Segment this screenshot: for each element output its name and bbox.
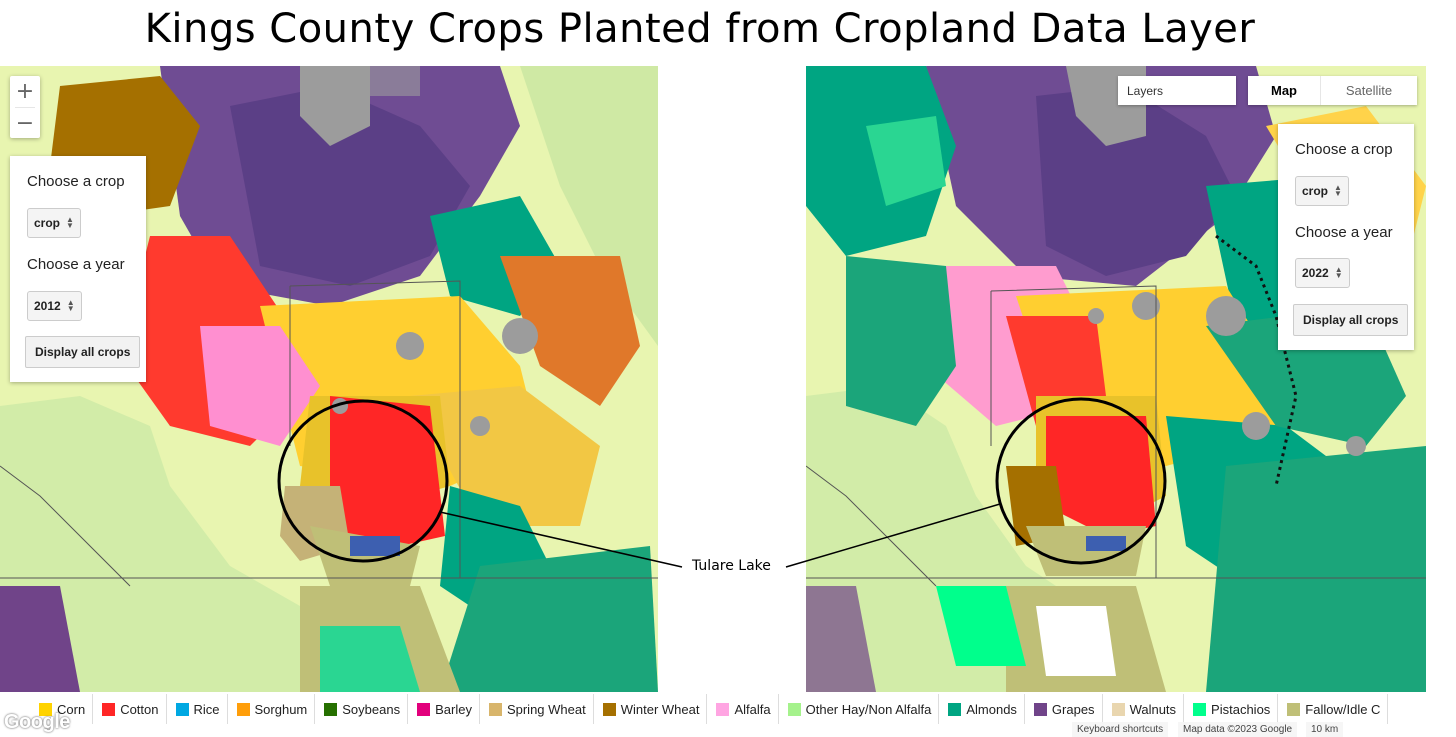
select-arrows-icon: ▲ ▼	[66, 298, 75, 313]
zoom-divider	[15, 107, 35, 108]
map-type-satellite-button[interactable]: Satellite	[1321, 76, 1417, 105]
year-select-value: 2022	[1302, 266, 1329, 280]
tulare-lake-label: Tulare Lake	[692, 558, 771, 574]
crop-label: Choose a crop	[1295, 141, 1393, 158]
legend-label: Walnuts	[1129, 701, 1177, 717]
year-select[interactable]: 2012 ▲ ▼	[27, 291, 82, 321]
legend-item: Winter Wheat	[594, 694, 708, 724]
legend-swatch	[1287, 702, 1301, 716]
legend-label: Soybeans	[342, 701, 401, 717]
zoom-out-button[interactable]: −	[15, 111, 35, 136]
legend-label: Other Hay/Non Alfalfa	[805, 701, 932, 717]
legend-item: Walnuts	[1103, 694, 1185, 724]
legend-swatch	[716, 702, 730, 716]
legend-item: Barley	[408, 694, 480, 724]
legend-swatch	[602, 702, 616, 716]
crop-label: Choose a crop	[27, 173, 125, 190]
map-type-control: Map Satellite	[1248, 76, 1417, 105]
crop-select[interactable]: crop ▲ ▼	[1295, 176, 1349, 206]
legend-label: Alfalfa	[734, 701, 771, 717]
year-select-value: 2012	[34, 299, 61, 313]
legend-swatch	[948, 702, 962, 716]
legend-swatch	[1111, 702, 1125, 716]
crop-legend: Corn Cotton Rice Sorghum Soybeans Barley Sprin…	[30, 694, 1390, 724]
map-data-attribution[interactable]: Map data ©2023 Google	[1178, 722, 1298, 737]
year-label: Choose a year	[1295, 224, 1393, 241]
legend-swatch	[417, 702, 431, 716]
year-select[interactable]: 2022 ▲ ▼	[1295, 258, 1350, 288]
legend-label: Cotton	[120, 701, 159, 717]
legend-item: Fallow/Idle C	[1278, 694, 1389, 724]
legend-swatch	[488, 702, 502, 716]
crop-select[interactable]: crop ▲ ▼	[27, 208, 81, 238]
legend-swatch	[1193, 702, 1207, 716]
year-label: Choose a year	[27, 256, 125, 273]
map-type-map-button[interactable]: Map	[1248, 76, 1321, 105]
control-panel-2012: Choose a crop crop ▲ ▼ Choose a year 2012…	[10, 156, 146, 382]
keyboard-shortcuts-link[interactable]: Keyboard shortcuts	[1072, 722, 1169, 737]
legend-label: Pistachios	[1211, 701, 1271, 717]
crop-select-value: crop	[1302, 184, 1329, 198]
legend-item: Soybeans	[315, 694, 409, 724]
legend-label: Rice	[193, 701, 220, 717]
display-all-crops-button[interactable]: Display all crops	[25, 336, 141, 368]
legend-label: Spring Wheat	[506, 701, 586, 717]
legend-label: Almonds	[966, 701, 1017, 717]
legend-label: Corn	[57, 701, 86, 717]
legend-label: Grapes	[1051, 701, 1095, 717]
legend-label: Barley	[435, 701, 472, 717]
display-all-crops-button[interactable]: Display all crops	[1293, 304, 1409, 336]
legend-item: Spring Wheat	[480, 694, 594, 724]
legend-item: Alfalfa	[707, 694, 779, 724]
legend-item: Rice	[167, 694, 228, 724]
crop-select-value: crop	[34, 216, 61, 230]
legend-swatch	[1033, 702, 1047, 716]
select-arrows-icon: ▲ ▼	[1334, 265, 1343, 280]
select-arrows-icon: ▲ ▼	[66, 215, 74, 230]
legend-item: Other Hay/Non Alfalfa	[779, 694, 940, 724]
legend-item: Cotton	[93, 694, 167, 724]
legend-label: Sorghum	[254, 701, 308, 717]
select-arrows-icon: ▲ ▼	[1334, 183, 1342, 198]
legend-swatch	[236, 702, 250, 716]
legend-item: Almonds	[939, 694, 1025, 724]
google-logo: Google	[4, 711, 70, 733]
legend-swatch	[787, 702, 801, 716]
legend-swatch	[175, 702, 189, 716]
control-panel-2022: Choose a crop crop ▲ ▼ Choose a year 2022…	[1278, 124, 1414, 350]
legend-swatch	[102, 702, 116, 716]
legend-swatch	[324, 702, 338, 716]
legend-item: Sorghum	[228, 694, 316, 724]
legend-swatch	[39, 702, 52, 716]
legend-label: Winter Wheat	[620, 701, 700, 717]
zoom-control: + −	[10, 76, 40, 138]
legend-item: Corn	[30, 694, 94, 724]
legend-item: Pistachios	[1184, 694, 1279, 724]
legend-item: Grapes	[1025, 694, 1103, 724]
page-title: Kings County Crops Planted from Cropland…	[144, 6, 1256, 52]
legend-label: Fallow/Idle C	[1305, 701, 1381, 717]
layers-input[interactable]: Layers	[1118, 76, 1236, 105]
scale-bar[interactable]: 10 km	[1306, 722, 1344, 737]
zoom-in-button[interactable]: +	[15, 79, 35, 104]
